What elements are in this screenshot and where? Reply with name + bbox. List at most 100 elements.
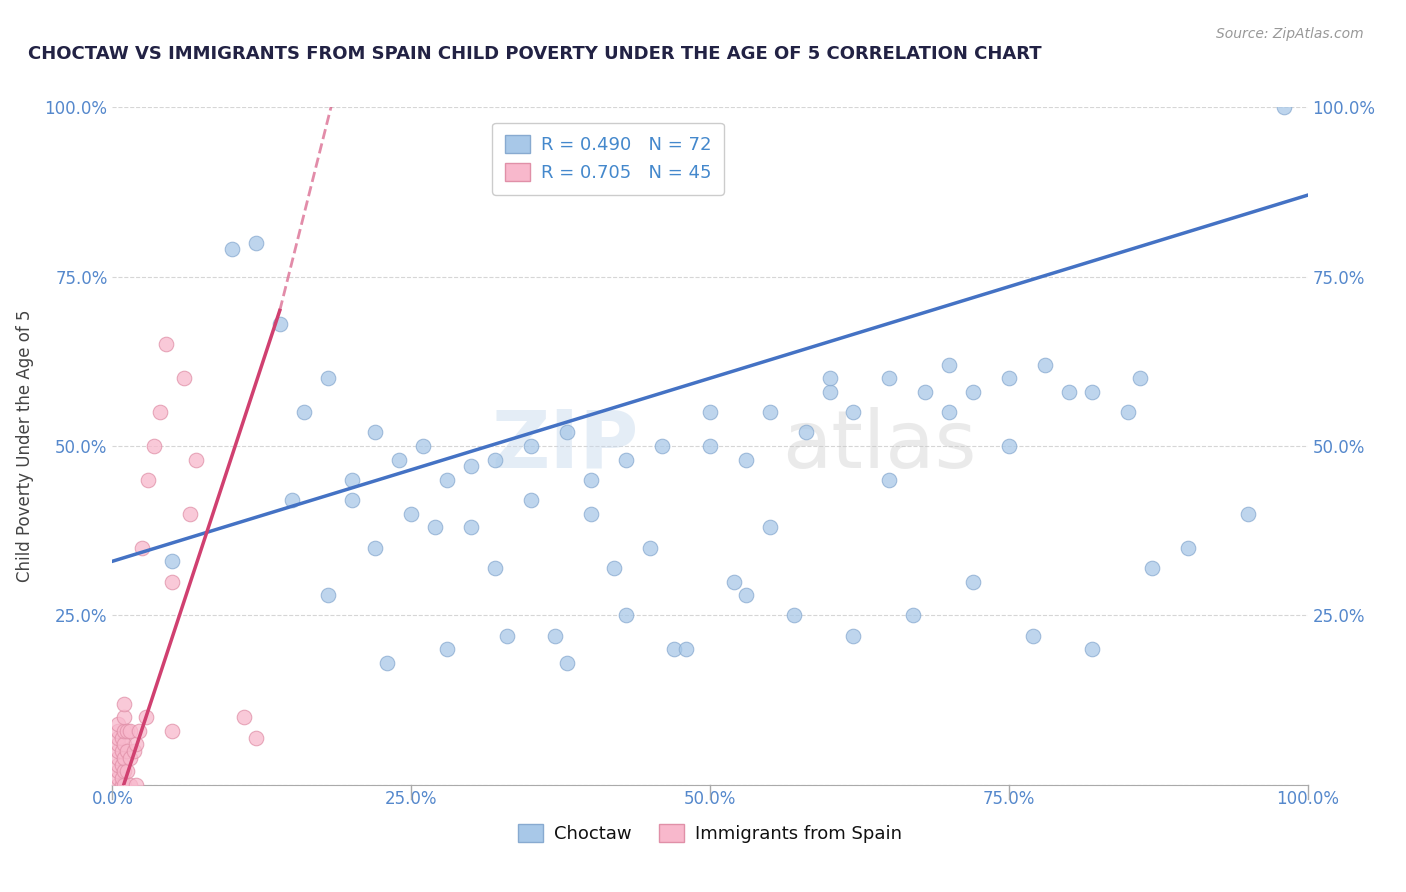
Point xyxy=(401,507,423,521)
Point xyxy=(962,384,984,399)
Point xyxy=(938,358,960,372)
Point xyxy=(377,656,399,670)
Point xyxy=(120,778,142,792)
Point xyxy=(143,439,166,453)
Point xyxy=(425,520,447,534)
Point xyxy=(155,337,177,351)
Point xyxy=(484,452,506,467)
Point xyxy=(651,439,673,453)
Point xyxy=(138,473,160,487)
Point xyxy=(436,473,458,487)
Point xyxy=(412,439,434,453)
Point xyxy=(735,452,758,467)
Point xyxy=(114,737,135,751)
Point xyxy=(221,243,243,257)
Point xyxy=(149,405,172,419)
Point xyxy=(245,731,267,745)
Point xyxy=(1272,100,1295,114)
Point xyxy=(111,744,134,758)
Point xyxy=(179,507,201,521)
Point xyxy=(111,757,134,772)
Point xyxy=(107,717,129,731)
Point xyxy=(115,764,138,779)
Point xyxy=(460,520,482,534)
Point xyxy=(723,574,745,589)
Point xyxy=(1081,384,1104,399)
Point xyxy=(340,473,363,487)
Point xyxy=(114,751,135,765)
Point xyxy=(640,541,662,555)
Point xyxy=(1177,541,1199,555)
Point xyxy=(388,452,411,467)
Point xyxy=(1118,405,1140,419)
Point xyxy=(269,317,291,331)
Point xyxy=(114,723,135,738)
Point xyxy=(903,608,925,623)
Point xyxy=(759,405,782,419)
Point xyxy=(962,574,984,589)
Point xyxy=(484,561,506,575)
Point xyxy=(914,384,936,399)
Point xyxy=(520,493,543,508)
Point xyxy=(842,405,865,419)
Point xyxy=(281,493,304,508)
Text: Source: ZipAtlas.com: Source: ZipAtlas.com xyxy=(1216,27,1364,41)
Point xyxy=(664,642,686,657)
Point xyxy=(115,723,138,738)
Point xyxy=(603,561,626,575)
Point xyxy=(125,778,148,792)
Point xyxy=(135,710,157,724)
Point xyxy=(107,764,129,779)
Point xyxy=(111,778,134,792)
Point xyxy=(131,541,153,555)
Point xyxy=(436,642,458,657)
Point xyxy=(1057,384,1080,399)
Point xyxy=(107,757,129,772)
Point xyxy=(1022,629,1045,643)
Text: atlas: atlas xyxy=(782,407,976,485)
Point xyxy=(107,723,129,738)
Text: CHOCTAW VS IMMIGRANTS FROM SPAIN CHILD POVERTY UNDER THE AGE OF 5 CORRELATION CH: CHOCTAW VS IMMIGRANTS FROM SPAIN CHILD P… xyxy=(28,45,1042,62)
Legend: Choctaw, Immigrants from Spain: Choctaw, Immigrants from Spain xyxy=(510,817,910,850)
Point xyxy=(114,764,135,779)
Point xyxy=(233,710,256,724)
Point xyxy=(782,608,804,623)
Point xyxy=(162,574,183,589)
Point xyxy=(555,425,578,440)
Point xyxy=(114,697,135,711)
Point xyxy=(938,405,960,419)
Point xyxy=(1033,358,1056,372)
Point xyxy=(879,371,901,385)
Point xyxy=(115,744,138,758)
Point xyxy=(998,371,1021,385)
Point xyxy=(555,656,578,670)
Point xyxy=(120,751,142,765)
Point xyxy=(794,425,817,440)
Point xyxy=(107,771,129,785)
Point xyxy=(842,629,865,643)
Point xyxy=(616,452,638,467)
Point xyxy=(107,751,129,765)
Point xyxy=(1237,507,1260,521)
Point xyxy=(543,629,565,643)
Point xyxy=(316,588,339,602)
Point xyxy=(107,744,129,758)
Point xyxy=(107,731,129,745)
Point xyxy=(579,507,602,521)
Y-axis label: Child Poverty Under the Age of 5: Child Poverty Under the Age of 5 xyxy=(15,310,34,582)
Point xyxy=(699,439,721,453)
Point xyxy=(460,459,482,474)
Point xyxy=(759,520,782,534)
Point xyxy=(340,493,363,508)
Point xyxy=(735,588,758,602)
Point xyxy=(173,371,195,385)
Point xyxy=(496,629,519,643)
Point xyxy=(122,744,145,758)
Point xyxy=(162,723,183,738)
Point xyxy=(111,771,134,785)
Point xyxy=(316,371,339,385)
Point xyxy=(1081,642,1104,657)
Point xyxy=(162,554,183,568)
Text: ZIP: ZIP xyxy=(491,407,638,485)
Point xyxy=(111,731,134,745)
